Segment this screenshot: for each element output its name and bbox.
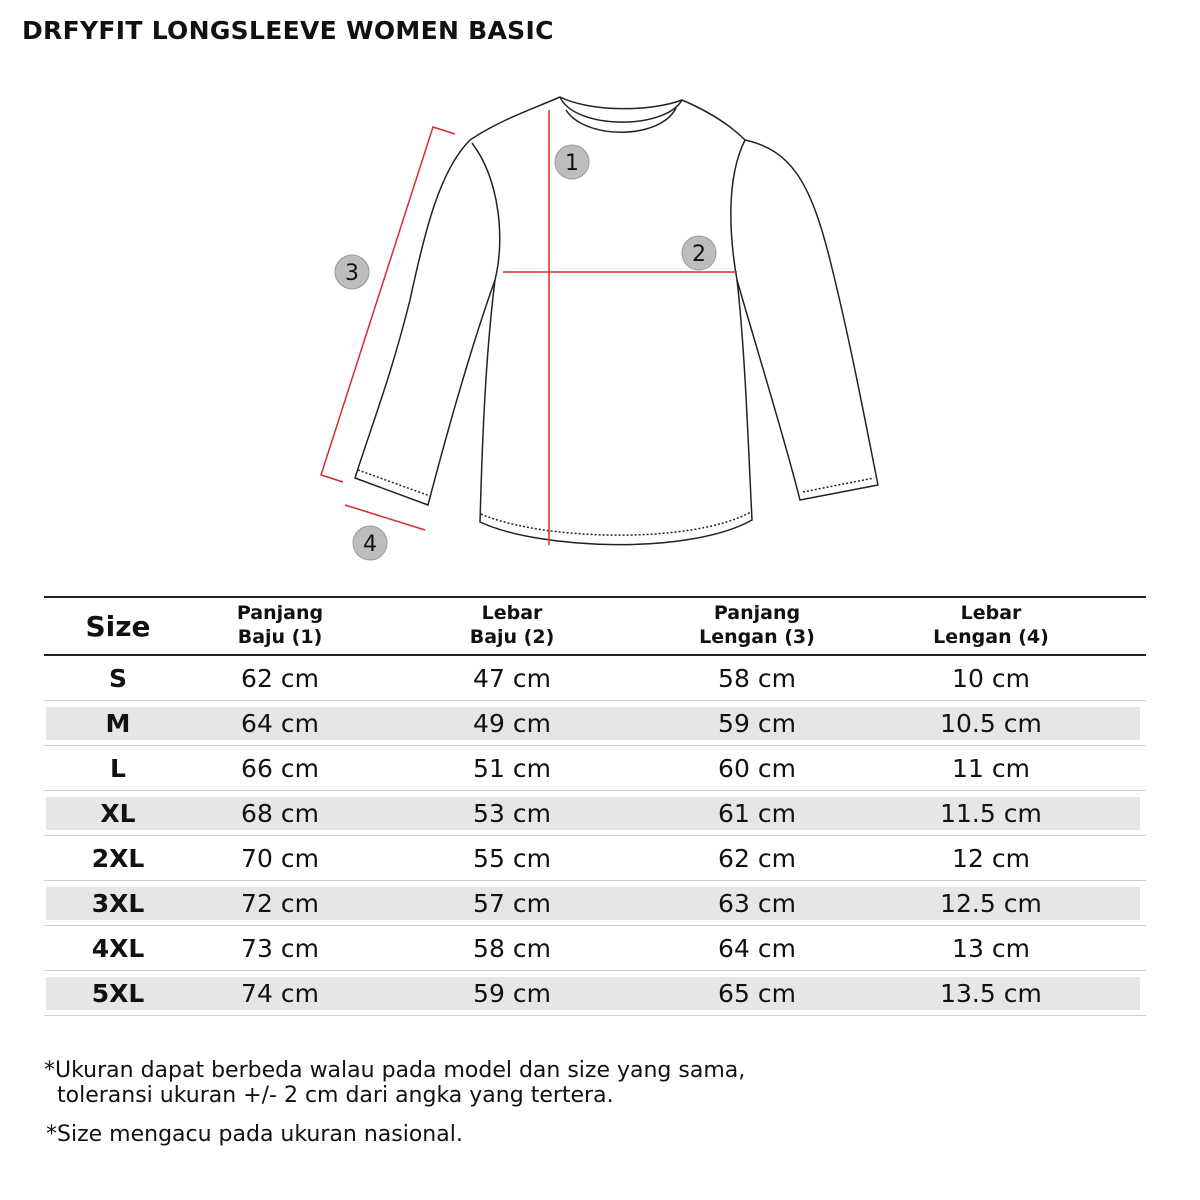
cell-lebar-baju: 59 cm [473,979,551,1008]
cell-lebar-baju: 49 cm [473,709,551,738]
cell-lebar-lengan: 12 cm [952,844,1030,873]
marker-2: 2 [692,242,706,267]
cell-panjang-lengan: 61 cm [718,799,796,828]
cell-size: 5XL [91,979,145,1008]
cell-panjang-baju: 62 cm [241,664,319,693]
cell-lebar-baju: 47 cm [473,664,551,693]
table-row: 5XL 74 cm 59 cm 65 cm 13.5 cm [44,971,1146,1016]
cell-panjang-baju: 66 cm [241,754,319,783]
cell-panjang-lengan: 59 cm [718,709,796,738]
shirt-diagram: 1 2 3 4 [320,96,879,561]
cell-lebar-baju: 57 cm [473,889,551,918]
cell-size: 3XL [91,889,145,918]
table-row: 2XL 70 cm 55 cm 62 cm 12 cm [44,836,1146,881]
cell-panjang-lengan: 58 cm [718,664,796,693]
table-row: M 64 cm 49 cm 59 cm 10.5 cm [44,701,1146,746]
cell-lebar-baju: 58 cm [473,934,551,963]
cell-lebar-baju: 55 cm [473,844,551,873]
table-row: L 66 cm 51 cm 60 cm 11 cm [44,746,1146,791]
table-row: S 62 cm 47 cm 58 cm 10 cm [44,656,1146,701]
size-table: Size Panjang Baju (1) Lebar Baju (2) Panja… [44,596,1146,1016]
cell-size: 2XL [91,844,145,873]
cell-lebar-baju: 53 cm [473,799,551,828]
table-row: XL 68 cm 53 cm 61 cm 11.5 cm [44,791,1146,836]
cell-lebar-lengan: 10.5 cm [940,709,1042,738]
cell-panjang-baju: 64 cm [241,709,319,738]
cell-lebar-lengan: 10 cm [952,664,1030,693]
table-row: 4XL 73 cm 58 cm 64 cm 13 cm [44,926,1146,971]
marker-1: 1 [565,151,579,176]
cell-panjang-lengan: 62 cm [718,844,796,873]
header-lebar-lengan: Lebar Lengan (4) [933,602,1049,648]
marker-3: 3 [345,261,359,286]
cell-panjang-lengan: 64 cm [718,934,796,963]
header-lebar-baju: Lebar Baju (2) [469,602,555,648]
header-size: Size [85,610,151,643]
cell-panjang-baju: 74 cm [241,979,319,1008]
cell-panjang-baju: 68 cm [241,799,319,828]
shirt-outline [354,96,879,546]
cell-size: 4XL [91,934,145,963]
cell-size: L [110,754,126,783]
cell-lebar-lengan: 12.5 cm [940,889,1042,918]
cell-lebar-baju: 51 cm [473,754,551,783]
page-title: DRFYFIT LONGSLEEVE WOMEN BASIC [22,16,554,45]
cell-panjang-baju: 73 cm [241,934,319,963]
cell-panjang-lengan: 65 cm [718,979,796,1008]
cell-lebar-lengan: 11 cm [952,754,1030,783]
cell-size: S [108,664,128,693]
header-panjang-lengan: Panjang Lengan (3) [699,602,815,648]
table-header: Size Panjang Baju (1) Lebar Baju (2) Panja… [44,596,1146,656]
cell-panjang-baju: 72 cm [241,889,319,918]
cell-lebar-lengan: 11.5 cm [940,799,1042,828]
measurement-arrows [320,110,737,545]
measurement-markers: 1 2 3 4 [334,144,717,561]
header-panjang-baju: Panjang Baju (1) [236,602,324,648]
cell-panjang-baju: 70 cm [241,844,319,873]
table-row: 3XL 72 cm 57 cm 63 cm 12.5 cm [44,881,1146,926]
arrow-lebar-lengan [344,504,426,531]
cell-size: XL [100,799,136,828]
marker-4: 4 [363,532,377,557]
arrow-panjang-lengan [320,126,456,483]
size-reference-note: *Size mengacu pada ukuran nasional. [46,1122,463,1147]
cell-size: M [105,709,131,738]
cell-panjang-lengan: 60 cm [718,754,796,783]
cell-lebar-lengan: 13 cm [952,934,1030,963]
cell-lebar-lengan: 13.5 cm [940,979,1042,1008]
cell-panjang-lengan: 63 cm [718,889,796,918]
tolerance-note: *Ukuran dapat berbeda walau pada model d… [44,1058,746,1108]
